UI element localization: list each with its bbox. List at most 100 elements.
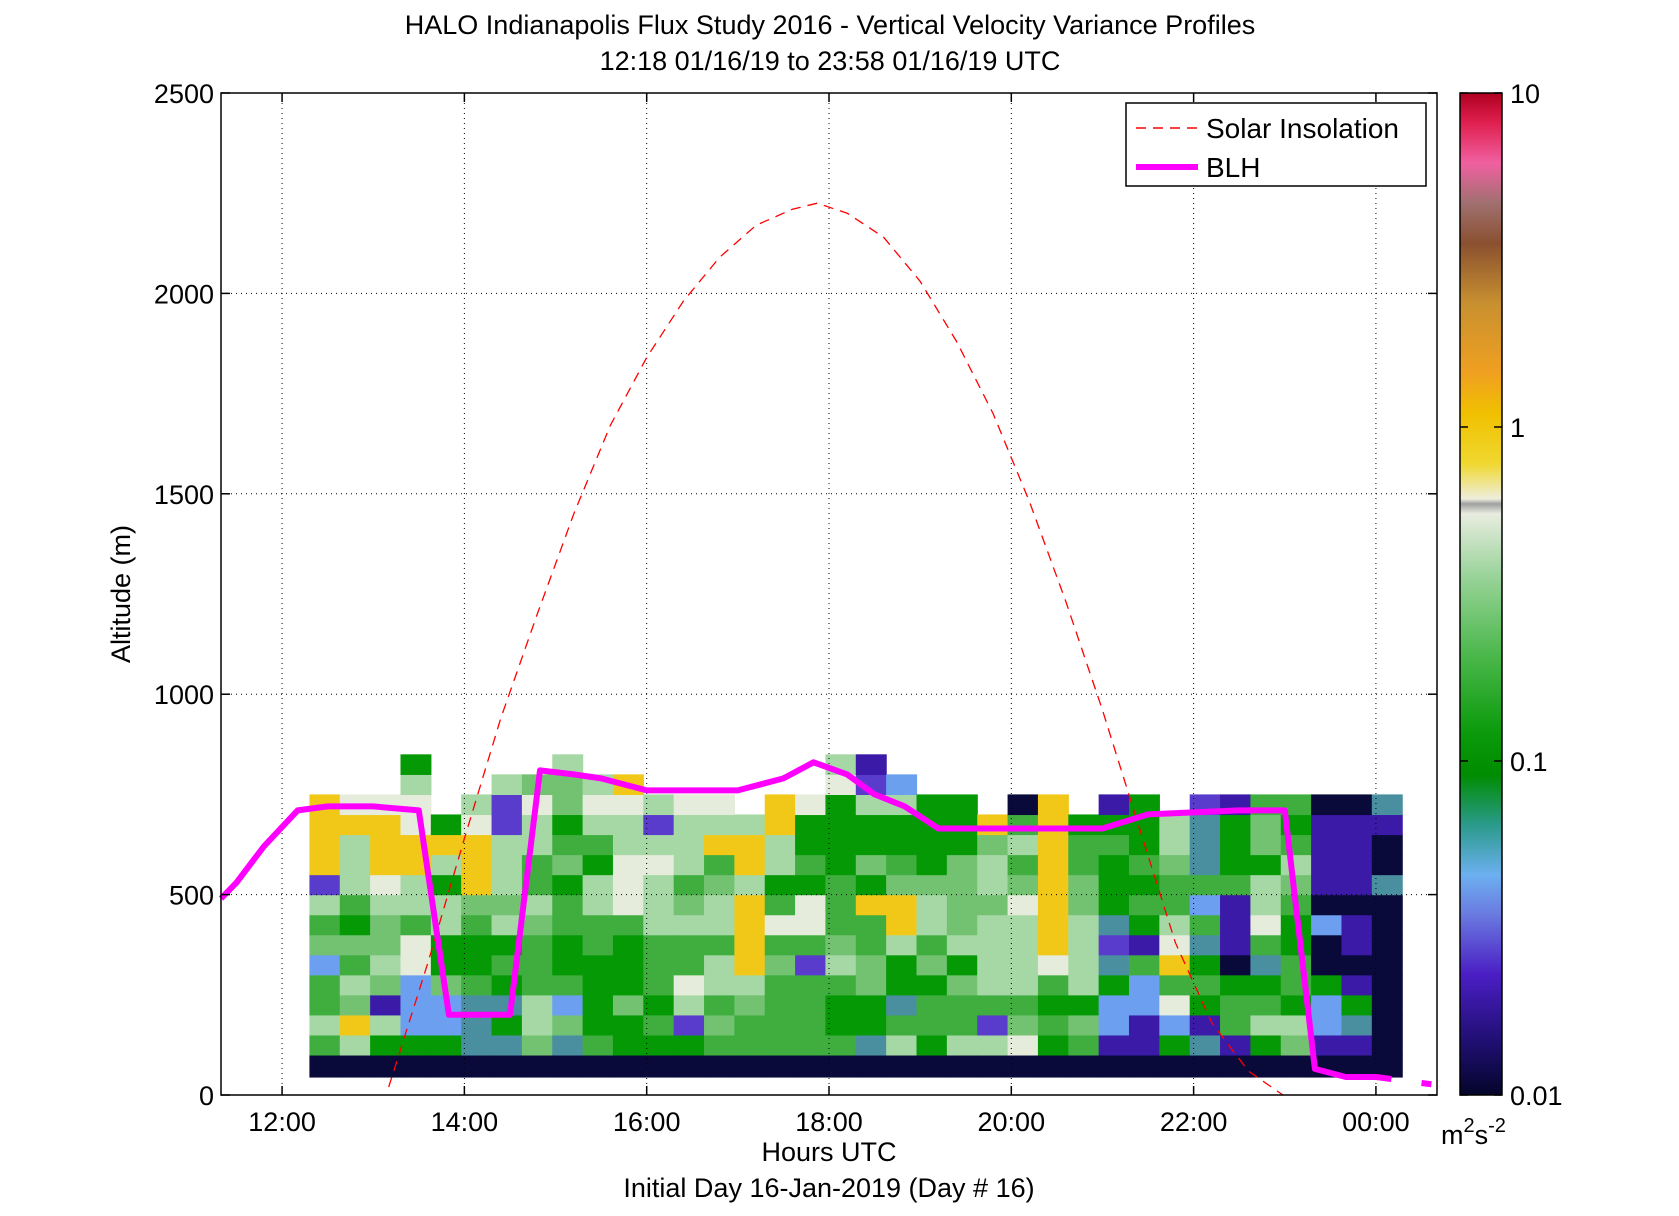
heatmap-cell bbox=[1159, 834, 1191, 856]
heatmap-cell bbox=[309, 834, 341, 856]
heatmap-cell bbox=[643, 794, 675, 816]
heatmap-cell bbox=[491, 874, 523, 896]
heatmap-cell bbox=[461, 1014, 493, 1036]
heatmap-cell bbox=[1250, 914, 1282, 936]
heatmap-cell bbox=[1068, 994, 1100, 1016]
heatmap-cell bbox=[825, 914, 857, 936]
heatmap-cell bbox=[309, 914, 341, 936]
heatmap-cell bbox=[461, 1034, 493, 1056]
heatmap-cell bbox=[612, 1054, 644, 1078]
heatmap-cell bbox=[946, 994, 978, 1016]
heatmap-cell bbox=[1068, 954, 1100, 976]
heatmap-cell bbox=[977, 874, 1009, 896]
heatmap-cell bbox=[612, 994, 644, 1016]
heatmap-cell bbox=[764, 1034, 796, 1056]
y-tick-label: 0 bbox=[199, 1081, 214, 1111]
heatmap-cell bbox=[825, 774, 857, 795]
heatmap-cell bbox=[1371, 934, 1403, 956]
heatmap-cell bbox=[1341, 974, 1373, 996]
heatmap-cell bbox=[734, 1014, 766, 1036]
heatmap-cell bbox=[977, 914, 1009, 936]
heatmap-cell bbox=[430, 874, 462, 896]
heatmap-cell bbox=[400, 934, 432, 956]
heatmap-cell bbox=[1341, 994, 1373, 1016]
heatmap-cell bbox=[491, 834, 523, 856]
heatmap-cell bbox=[795, 834, 827, 856]
heatmap-cell bbox=[1098, 934, 1130, 956]
heatmap-cell bbox=[612, 894, 644, 916]
heatmap-cell bbox=[886, 874, 918, 896]
heatmap-cell bbox=[400, 874, 432, 896]
heatmap-cell bbox=[491, 1014, 523, 1036]
x-tick-label: 00:00 bbox=[1342, 1107, 1410, 1137]
heatmap-cell bbox=[1280, 854, 1312, 876]
heatmap-cell bbox=[1068, 894, 1100, 916]
heatmap-cell bbox=[1098, 954, 1130, 976]
heatmap-cell bbox=[309, 1034, 341, 1056]
heatmap-cell bbox=[977, 1054, 1009, 1078]
heatmap-cell bbox=[1159, 1034, 1191, 1056]
heatmap-cell bbox=[370, 1014, 402, 1036]
heatmap-cell bbox=[795, 954, 827, 976]
heatmap-cell bbox=[582, 794, 614, 816]
heatmap-cell bbox=[461, 954, 493, 976]
heatmap-cell bbox=[461, 794, 493, 816]
heatmap-cell bbox=[734, 974, 766, 996]
heatmap-cell bbox=[1159, 914, 1191, 936]
heatmap-cell bbox=[309, 934, 341, 956]
heatmap-cell bbox=[612, 854, 644, 876]
heatmap-cell bbox=[521, 814, 553, 836]
heatmap-cell bbox=[1311, 874, 1343, 896]
heatmap-cell bbox=[491, 1054, 523, 1078]
heatmap-cell bbox=[1311, 1014, 1343, 1036]
heatmap-cell bbox=[643, 814, 675, 836]
heatmap-cell bbox=[1098, 894, 1130, 916]
heatmap-cell bbox=[370, 974, 402, 996]
heatmap-cell bbox=[1037, 914, 1069, 936]
heatmap-cell bbox=[1341, 834, 1373, 856]
heatmap-cell bbox=[886, 974, 918, 996]
heatmap-cell bbox=[1189, 974, 1221, 996]
heatmap-cell bbox=[764, 934, 796, 956]
heatmap-cell bbox=[461, 1054, 493, 1078]
heatmap-cell bbox=[1341, 854, 1373, 876]
heatmap-cell bbox=[1068, 1034, 1100, 1056]
heatmap-cell bbox=[1007, 814, 1039, 836]
heatmap-cell bbox=[886, 854, 918, 876]
heatmap-cell bbox=[643, 894, 675, 916]
colorbar-tick-label: 10 bbox=[1510, 79, 1540, 109]
heatmap-cell bbox=[1189, 934, 1221, 956]
x-tick-label: 22:00 bbox=[1160, 1107, 1228, 1137]
heatmap-cell bbox=[491, 794, 523, 816]
heatmap-cell bbox=[309, 1014, 341, 1036]
heatmap-cell bbox=[1311, 834, 1343, 856]
heatmap-cell bbox=[1159, 814, 1191, 836]
heatmap-cell bbox=[643, 994, 675, 1016]
heatmap-cell bbox=[309, 974, 341, 996]
colorbar-tick-label: 1 bbox=[1510, 413, 1525, 443]
heatmap-cell bbox=[491, 854, 523, 876]
heatmap-cell bbox=[400, 954, 432, 976]
colorbar-unit-sup2: -2 bbox=[1488, 1115, 1506, 1137]
heatmap-cell bbox=[1068, 874, 1100, 896]
colorbar-gradient bbox=[1460, 93, 1502, 1095]
x-axis-label: Hours UTC bbox=[761, 1137, 896, 1167]
heatmap-cell bbox=[1189, 1054, 1221, 1078]
heatmap-cell bbox=[1220, 874, 1251, 896]
heatmap-cell bbox=[1098, 794, 1130, 816]
heatmap-cell bbox=[1250, 874, 1282, 896]
heatmap-cell bbox=[1371, 914, 1403, 936]
colorbar-unit-s: s bbox=[1475, 1120, 1489, 1150]
heatmap-cell bbox=[1007, 994, 1039, 1016]
heatmap-cell bbox=[582, 1054, 614, 1078]
heatmap-cell bbox=[977, 1014, 1009, 1036]
heatmap-cell bbox=[491, 1034, 523, 1056]
heatmap-cell bbox=[582, 834, 614, 856]
heatmap-cell bbox=[795, 794, 827, 816]
heatmap-cell bbox=[1280, 954, 1312, 976]
chart-title: HALO Indianapolis Flux Study 2016 - Vert… bbox=[405, 10, 1255, 40]
heatmap-cell bbox=[370, 934, 402, 956]
heatmap-cell bbox=[643, 874, 675, 896]
heatmap-cell bbox=[370, 1034, 402, 1056]
heatmap-cell bbox=[612, 934, 644, 956]
